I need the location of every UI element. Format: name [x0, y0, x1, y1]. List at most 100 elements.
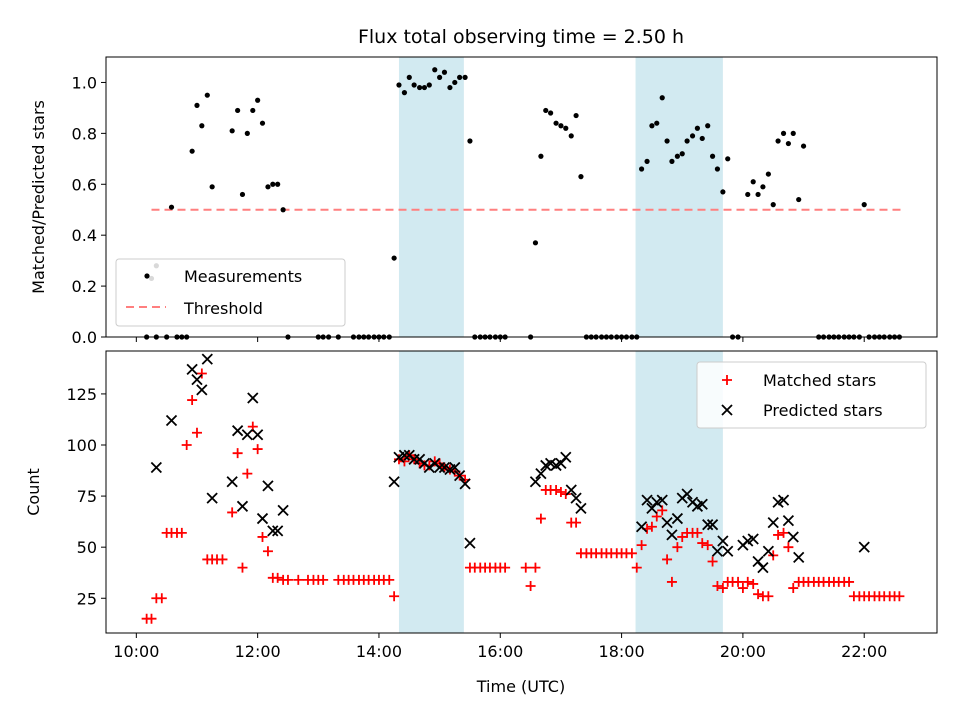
x-tick-label: 16:00	[477, 642, 523, 661]
data-marker	[635, 521, 648, 533]
data-marker	[656, 494, 668, 506]
data-point	[235, 107, 241, 114]
legend-label-predicted: Predicted stars	[763, 401, 883, 420]
data-marker	[535, 513, 546, 524]
data-point	[639, 166, 645, 172]
data-marker	[753, 589, 764, 600]
data-point	[689, 133, 696, 139]
data-point	[780, 130, 787, 136]
legend-marker-predicted	[721, 404, 733, 416]
data-marker	[257, 531, 268, 542]
data-point	[770, 202, 776, 208]
data-point	[694, 125, 701, 131]
data-marker	[571, 517, 582, 528]
data-point	[244, 130, 250, 136]
data-marker	[293, 574, 304, 585]
data-marker	[520, 562, 531, 573]
data-point	[775, 138, 781, 144]
data-point	[785, 140, 791, 147]
legend-label-matched: Matched stars	[763, 371, 876, 390]
data-marker	[429, 456, 440, 467]
data-marker	[399, 456, 410, 467]
data-point	[714, 166, 721, 172]
x-tick-label: 22:00	[841, 642, 887, 661]
data-point	[441, 69, 448, 75]
data-marker	[191, 427, 202, 438]
data-marker	[176, 527, 187, 538]
data-marker	[844, 576, 855, 587]
data-point	[578, 174, 584, 180]
data-point	[800, 143, 807, 149]
data-point	[401, 90, 408, 96]
data-point	[709, 153, 716, 159]
data-marker	[706, 519, 719, 531]
data-marker	[318, 574, 329, 585]
data-point	[432, 67, 438, 73]
data-point	[168, 204, 175, 210]
data-point	[462, 74, 468, 80]
y-tick-label: 0.6	[72, 175, 97, 194]
legend: Measurements Threshold	[115, 258, 346, 327]
data-point	[563, 125, 569, 131]
data-marker	[217, 554, 228, 565]
data-marker	[146, 613, 157, 624]
data-marker	[747, 533, 759, 545]
data-marker	[717, 535, 729, 547]
data-marker	[191, 373, 203, 386]
data-marker	[575, 502, 587, 514]
data-point	[280, 207, 286, 213]
data-point	[396, 82, 402, 88]
data-marker	[763, 591, 774, 602]
data-marker	[681, 488, 693, 500]
data-marker	[226, 476, 238, 488]
data-point	[209, 184, 215, 190]
plot-frame	[105, 350, 938, 634]
data-marker	[702, 540, 713, 551]
data-point	[674, 153, 680, 159]
data-marker	[555, 457, 567, 470]
data-marker	[722, 545, 734, 557]
data-point	[204, 92, 210, 98]
y-tick-label: 75	[77, 487, 97, 506]
data-marker	[742, 576, 753, 587]
data-marker	[697, 538, 708, 549]
legend-label-measurements: Measurements	[184, 267, 302, 286]
data-marker	[671, 512, 684, 525]
data-marker	[666, 529, 678, 541]
data-point	[259, 120, 266, 126]
data-marker	[783, 542, 794, 553]
data-marker	[646, 521, 657, 532]
y-tick-label: 100	[66, 436, 97, 455]
data-marker	[762, 545, 775, 557]
data-point	[411, 82, 417, 88]
data-marker	[393, 454, 404, 465]
data-point	[250, 107, 256, 114]
data-marker	[535, 467, 547, 480]
bottom-y-axis-label: Count	[24, 468, 43, 516]
data-marker	[733, 576, 744, 587]
data-marker	[565, 484, 577, 496]
data-marker	[241, 429, 253, 441]
data-marker	[252, 444, 263, 455]
data-marker	[186, 363, 198, 376]
data-marker	[636, 540, 647, 551]
legend-marker-matched	[722, 375, 732, 385]
data-point	[679, 151, 685, 157]
data-marker	[631, 562, 642, 573]
data-marker	[272, 572, 283, 583]
data-point	[391, 255, 397, 261]
x-tick-label: 12:00	[235, 642, 281, 661]
data-marker	[156, 593, 167, 604]
data-marker	[641, 494, 653, 506]
data-marker	[788, 583, 799, 594]
data-point	[538, 153, 544, 159]
data-marker	[757, 561, 769, 574]
y-tick-label: 125	[66, 385, 97, 404]
y-tick-label: 1.0	[72, 73, 97, 92]
data-marker	[778, 527, 789, 538]
data-point	[654, 120, 660, 126]
data-marker	[150, 461, 162, 474]
chart-title: Flux total observing time = 2.50 h	[358, 26, 684, 48]
data-point	[255, 97, 261, 103]
